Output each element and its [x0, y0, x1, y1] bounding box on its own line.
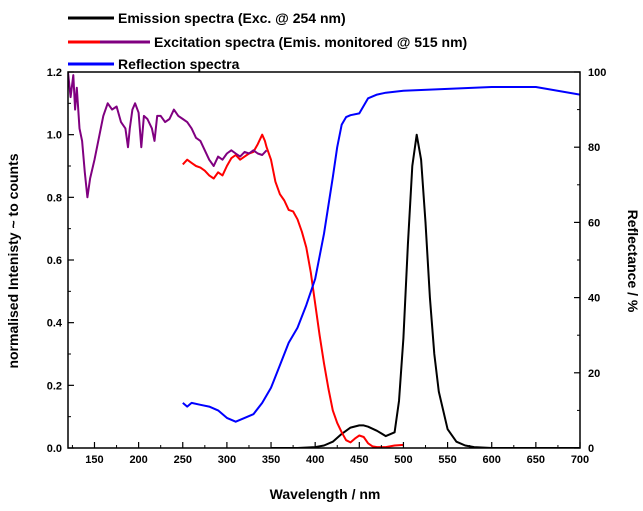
- x-tick-label-6: 450: [350, 454, 368, 466]
- x-tick-label-4: 350: [262, 454, 280, 466]
- x-tick-label-2: 250: [174, 454, 192, 466]
- y-left-tick-label-4: 0.8: [47, 192, 62, 204]
- series-line-3: [182, 86, 580, 423]
- legend-label-reflection: Reflection spectra: [118, 56, 240, 72]
- x-tick-label-10: 650: [527, 454, 545, 466]
- y-left-axis-title: normalised Intenisty ~ to counts: [5, 153, 21, 368]
- x-tick-label-7: 500: [394, 454, 412, 466]
- series-line-1: [182, 133, 404, 448]
- y-right-tick-label-1: 20: [588, 368, 600, 380]
- y-right-tick-label-4: 80: [588, 142, 600, 154]
- x-tick-label-1: 200: [129, 454, 147, 466]
- legend: Emission spectra (Exc. @ 254 nm) Excitat…: [68, 10, 467, 72]
- y-right-tick-label-3: 60: [588, 217, 600, 229]
- series-line-2: [68, 72, 268, 199]
- x-tick-label-0: 150: [85, 454, 103, 466]
- y-right-tick-label-5: 100: [588, 67, 606, 79]
- y-left-tick-label-6: 1.2: [47, 67, 62, 79]
- legend-label-emission: Emission spectra (Exc. @ 254 nm): [118, 10, 346, 26]
- x-tick-label-3: 300: [218, 454, 236, 466]
- axes: 150 200 250 300 350 400 450 500 550 600 650 7000.00…: [47, 67, 607, 466]
- y-left-tick-label-1: 0.2: [47, 380, 62, 392]
- legend-label-excitation: Excitation spectra (Emis. monitored @ 51…: [154, 34, 467, 50]
- plot-frame: [67, 71, 581, 449]
- y-left-tick-label-0: 0.0: [47, 443, 62, 455]
- y-left-tick-label-5: 1.0: [47, 130, 62, 142]
- y-right-tick-label-2: 40: [588, 293, 600, 305]
- series-line-0: [271, 133, 580, 448]
- x-tick-label-9: 600: [483, 454, 501, 466]
- x-tick-label-5: 400: [306, 454, 324, 466]
- y-right-tick-label-0: 0: [588, 443, 594, 455]
- x-axis-title: Wavelength / nm: [270, 486, 381, 502]
- x-tick-label-11: 700: [571, 454, 589, 466]
- y-left-tick-label-2: 0.4: [47, 318, 63, 330]
- y-right-axis-title: Reflectance / %: [625, 210, 641, 313]
- x-tick-label-8: 550: [438, 454, 456, 466]
- y-left-tick-label-3: 0.6: [47, 255, 62, 267]
- plot-area: [68, 72, 580, 448]
